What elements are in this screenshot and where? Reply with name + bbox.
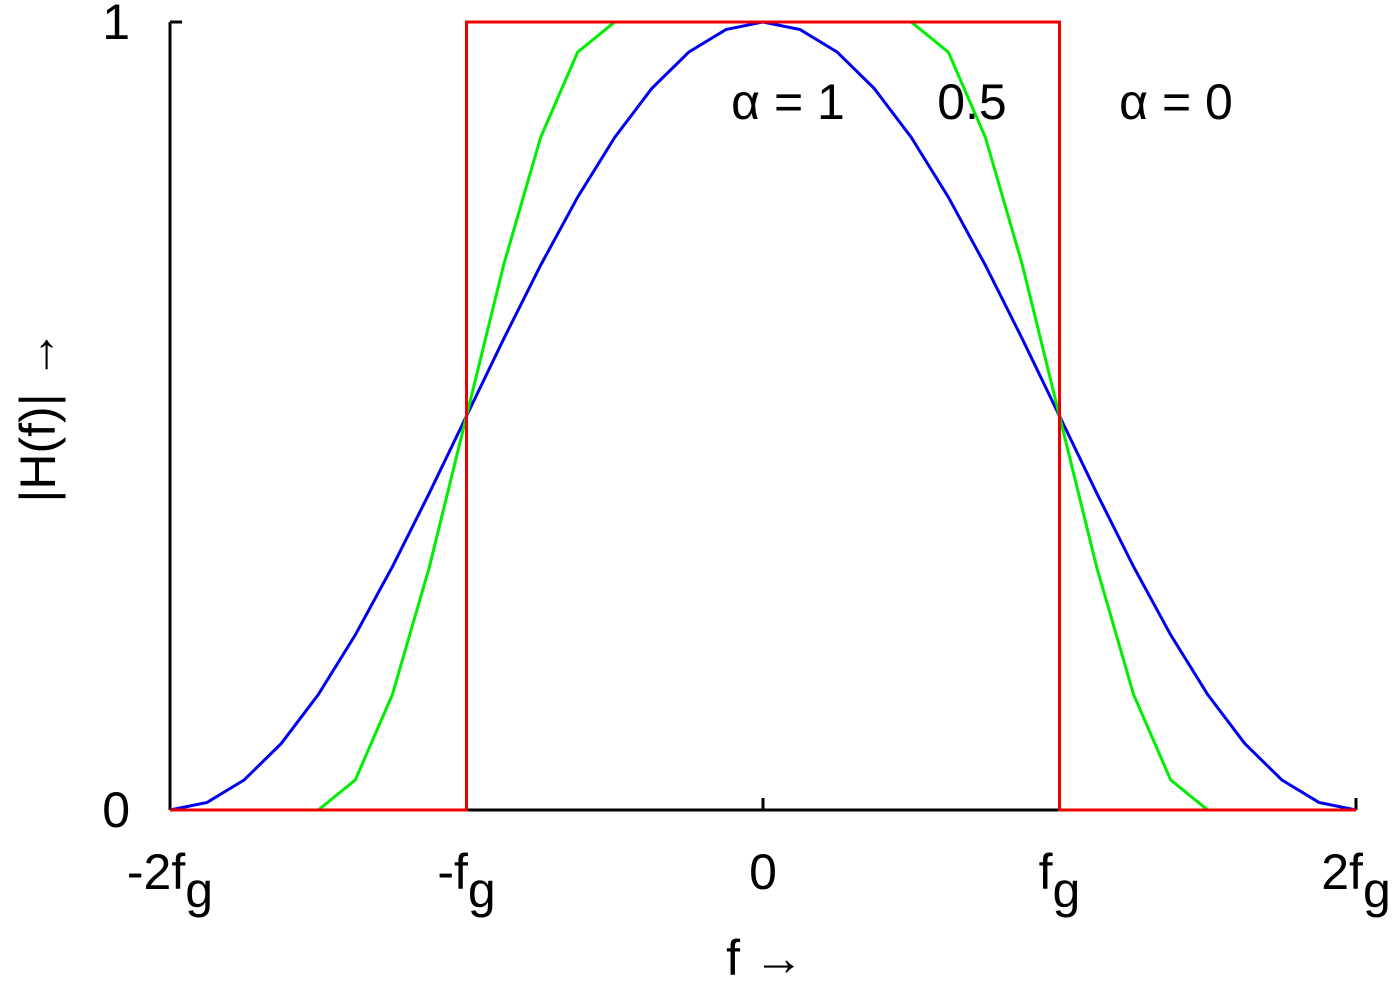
x-tick-label-main: -2f	[127, 844, 185, 900]
line	[170, 20, 1356, 812]
x-tick-label: 2fg	[1321, 844, 1391, 918]
x-tick-label: 0	[749, 844, 777, 900]
x-tick-label-sub: g	[468, 862, 496, 918]
y-tick-label: 0	[102, 782, 130, 838]
series-label: α = 1	[731, 74, 845, 130]
x-tick-label-sub: g	[1053, 862, 1081, 918]
x-tick-label-main: -f	[437, 844, 468, 900]
x-tick-label-sub: g	[1363, 862, 1391, 918]
x-axis-label: f →	[726, 930, 804, 986]
line	[169, 20, 1357, 812]
line	[170, 20, 1356, 812]
x-tick-label: -2fg	[127, 844, 213, 918]
y-tick-label: 1	[102, 0, 130, 50]
x-tick-label: fg	[1039, 844, 1081, 918]
x-tick-label: -fg	[437, 844, 495, 918]
x-tick-label-sub: g	[185, 862, 213, 918]
x-tick-label-main: f	[1039, 844, 1053, 900]
x-tick-label-main: 2f	[1321, 844, 1363, 900]
series-label: 0.5	[937, 74, 1007, 130]
y-axis-label: |H(f)| →	[10, 329, 66, 502]
series-label: α = 0	[1119, 74, 1233, 130]
